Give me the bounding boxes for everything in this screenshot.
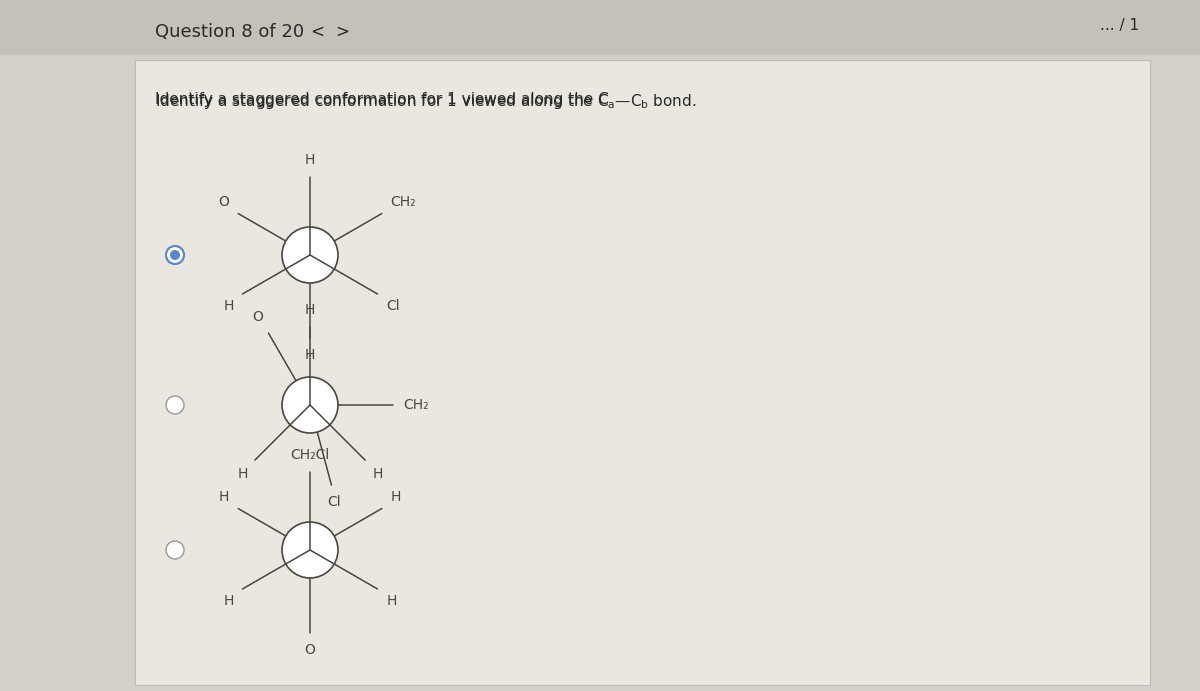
Text: H: H — [238, 467, 247, 481]
Text: O: O — [305, 643, 316, 657]
Text: H: H — [223, 594, 234, 608]
Circle shape — [166, 396, 184, 414]
Text: H: H — [220, 489, 229, 504]
Text: H: H — [386, 594, 396, 608]
Text: O: O — [253, 310, 264, 325]
Bar — [134, 60, 1150, 685]
Text: Identify a staggered conformation for 1 viewed along the $\mathregular{C_a}$—$\m: Identify a staggered conformation for 1 … — [155, 92, 696, 111]
Text: Question 8 of 20: Question 8 of 20 — [155, 23, 304, 41]
Text: >: > — [335, 23, 349, 41]
Text: H: H — [390, 489, 401, 504]
Circle shape — [282, 377, 338, 433]
Circle shape — [166, 246, 184, 264]
Text: H: H — [305, 153, 316, 167]
Text: H: H — [305, 348, 316, 362]
Text: Cl: Cl — [328, 495, 341, 509]
Text: <: < — [310, 23, 324, 41]
Circle shape — [282, 522, 338, 578]
Text: Cl: Cl — [386, 299, 400, 313]
Text: H: H — [372, 467, 383, 481]
Text: Identify a staggered conformation for 1 viewed along the C: Identify a staggered conformation for 1 … — [155, 92, 608, 107]
Text: H: H — [223, 299, 234, 313]
Circle shape — [282, 227, 338, 283]
Circle shape — [166, 541, 184, 559]
Text: ... / 1: ... / 1 — [1100, 18, 1139, 33]
Text: CH₂: CH₂ — [403, 398, 428, 412]
Bar — [0, 0, 1200, 55]
Text: H: H — [305, 303, 316, 317]
Text: CH₂Cl: CH₂Cl — [290, 448, 330, 462]
Text: O: O — [218, 194, 229, 209]
Circle shape — [170, 250, 180, 260]
Text: CH₂: CH₂ — [390, 194, 416, 209]
